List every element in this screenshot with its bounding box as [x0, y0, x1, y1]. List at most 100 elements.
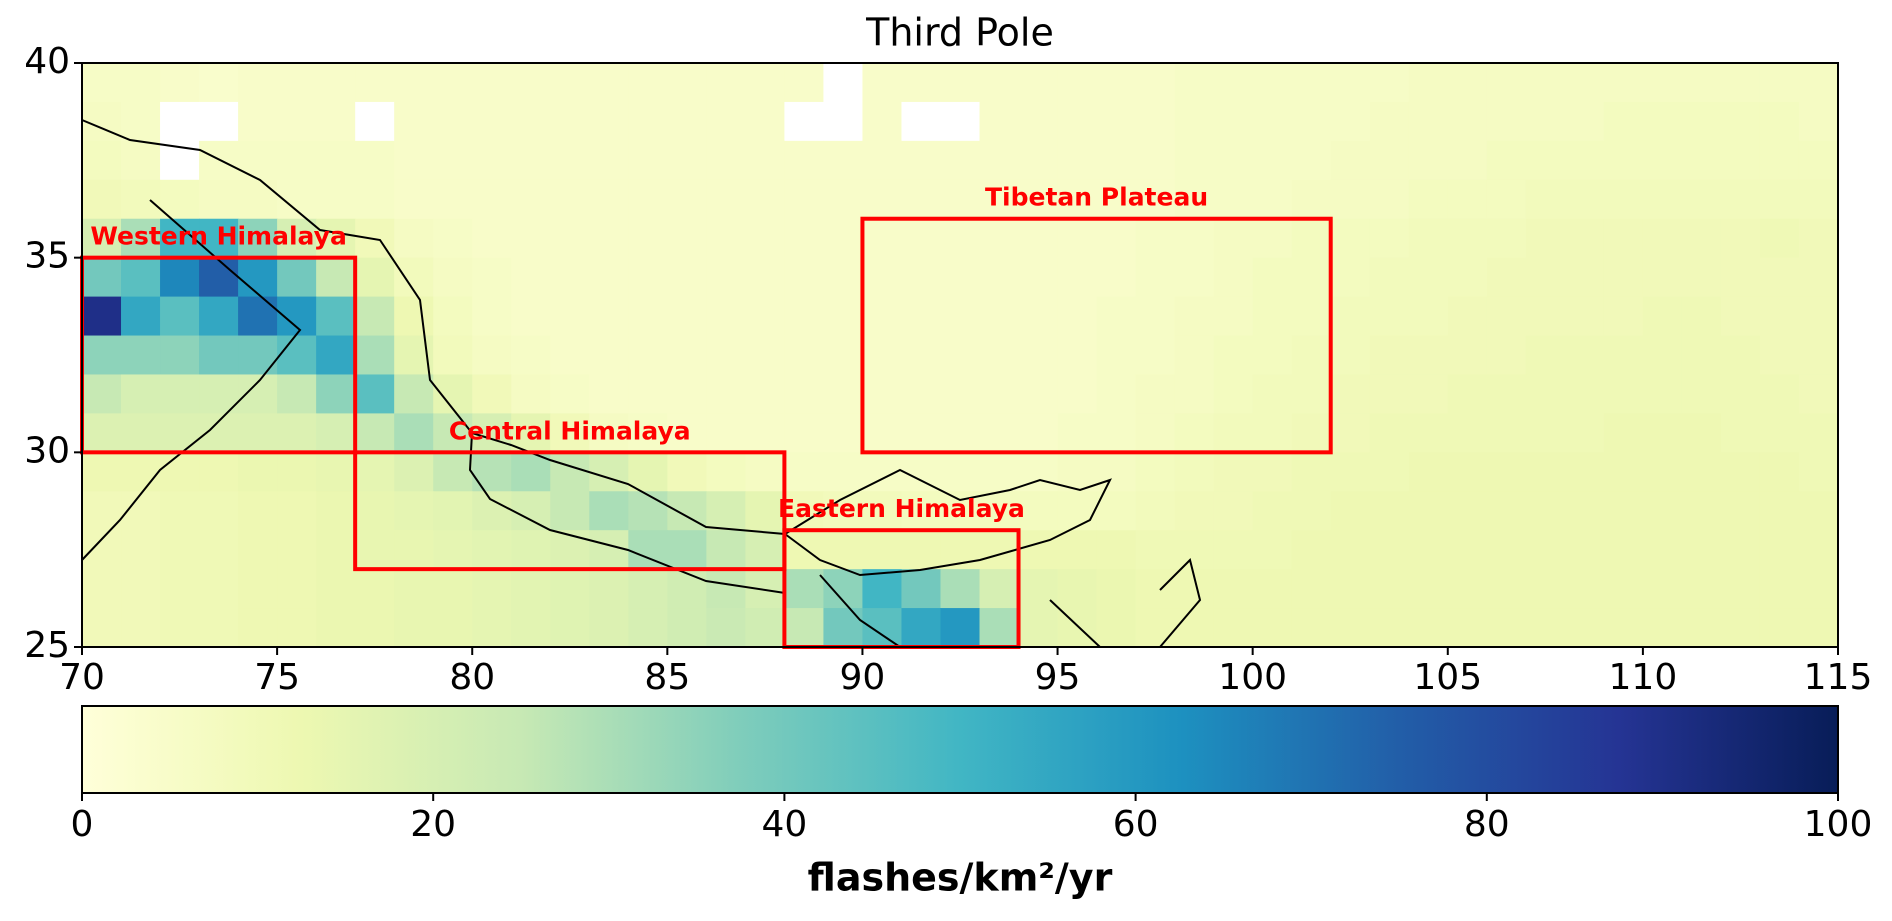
heat-cell	[1798, 335, 1839, 375]
heat-cell	[823, 63, 863, 103]
heat-cell	[511, 218, 551, 259]
heat-cell	[199, 491, 239, 531]
heat-cell	[394, 608, 434, 648]
heat-cell	[1330, 296, 1371, 337]
heat-cell	[1759, 374, 1800, 414]
heat-cell	[784, 413, 824, 453]
heat-cell	[823, 608, 863, 648]
heat-cell	[1291, 608, 1332, 648]
heat-cell	[1447, 140, 1488, 181]
heat-cell	[1525, 608, 1566, 648]
heat-cell	[472, 257, 512, 298]
heat-cell	[1408, 296, 1449, 337]
heat-cell	[1642, 491, 1683, 531]
heat-cell	[277, 218, 317, 259]
heat-cell	[862, 101, 902, 142]
heat-cell	[316, 569, 356, 609]
heat-cell	[940, 101, 981, 142]
heat-cell	[82, 452, 122, 492]
heat-cell	[1447, 569, 1488, 609]
heat-cell	[1603, 257, 1644, 298]
heat-cell	[277, 101, 317, 142]
heat-cell	[394, 63, 434, 103]
region-box	[860, 216, 1333, 455]
heat-cell	[199, 530, 239, 570]
heat-cell	[1486, 140, 1527, 181]
heat-cell	[1525, 530, 1566, 570]
heat-cell	[511, 179, 551, 220]
heat-cell	[1330, 101, 1371, 142]
x-tick-label: 105	[1413, 657, 1482, 698]
heat-cell	[550, 101, 590, 142]
heat-cell	[1369, 608, 1410, 648]
heat-cell	[355, 452, 395, 492]
heat-cell	[1057, 296, 1098, 337]
heat-cell	[1798, 452, 1839, 492]
heat-cell	[1291, 179, 1332, 220]
heat-cell	[1213, 101, 1254, 142]
heat-cell	[277, 140, 317, 181]
heat-cell	[238, 530, 278, 570]
heat-cell	[238, 218, 278, 259]
heat-cell	[433, 374, 473, 414]
heat-cell	[1720, 257, 1761, 298]
heat-cell	[1681, 569, 1722, 609]
heat-cell	[1213, 452, 1254, 492]
heat-cell	[1096, 413, 1137, 453]
heat-cell	[1369, 569, 1410, 609]
heat-cell	[1252, 257, 1293, 298]
heat-cell	[394, 530, 434, 570]
colorbar-tick-label: 100	[1804, 804, 1873, 845]
heatmap	[82, 63, 1839, 648]
heat-cell	[1135, 296, 1176, 337]
colorbar-tick-label: 60	[1113, 804, 1159, 845]
heat-cell	[1798, 179, 1839, 220]
heat-cell	[1447, 608, 1488, 648]
heat-cell	[862, 335, 902, 375]
heat-cell	[1798, 413, 1839, 453]
heat-cell	[1564, 530, 1605, 570]
heat-cell	[199, 101, 239, 142]
x-tick-label: 85	[644, 657, 690, 698]
heat-cell	[1291, 63, 1332, 103]
heat-cell	[238, 140, 278, 181]
heat-cell	[1330, 218, 1371, 259]
heat-cell	[1720, 63, 1761, 103]
heat-cell	[1447, 530, 1488, 570]
heat-cell	[1213, 530, 1254, 570]
heat-cell	[160, 335, 200, 375]
heat-cell	[940, 179, 981, 220]
heat-cell	[316, 218, 356, 259]
heat-cell	[1291, 335, 1332, 375]
border-line	[1049, 558, 1202, 648]
heat-cell	[394, 140, 434, 181]
heat-cell	[1720, 452, 1761, 492]
heat-cell	[1447, 374, 1488, 414]
heat-cell	[355, 374, 395, 414]
heat-cell	[355, 335, 395, 375]
heat-cell	[901, 257, 941, 298]
heat-cell	[940, 608, 981, 648]
heat-cell	[1564, 374, 1605, 414]
heat-cell	[940, 374, 981, 414]
border-line	[468, 432, 786, 594]
heat-cell	[394, 491, 434, 531]
heat-cell	[355, 257, 395, 298]
heat-cell	[1720, 569, 1761, 609]
borders	[81, 119, 1202, 648]
heat-cell	[901, 63, 941, 103]
heat-cell	[745, 452, 785, 492]
heat-cell	[1174, 63, 1215, 103]
heat-cell	[745, 491, 785, 531]
heat-cell	[745, 296, 785, 337]
heat-cell	[1486, 179, 1527, 220]
heat-cell	[1486, 569, 1527, 609]
heat-cell	[1252, 140, 1293, 181]
heat-cell	[1447, 101, 1488, 142]
heat-cell	[394, 374, 434, 414]
heat-cell	[784, 101, 824, 142]
heat-cell	[1681, 530, 1722, 570]
heat-cell	[238, 257, 278, 298]
region-box	[353, 450, 787, 572]
heat-cell	[706, 101, 746, 142]
